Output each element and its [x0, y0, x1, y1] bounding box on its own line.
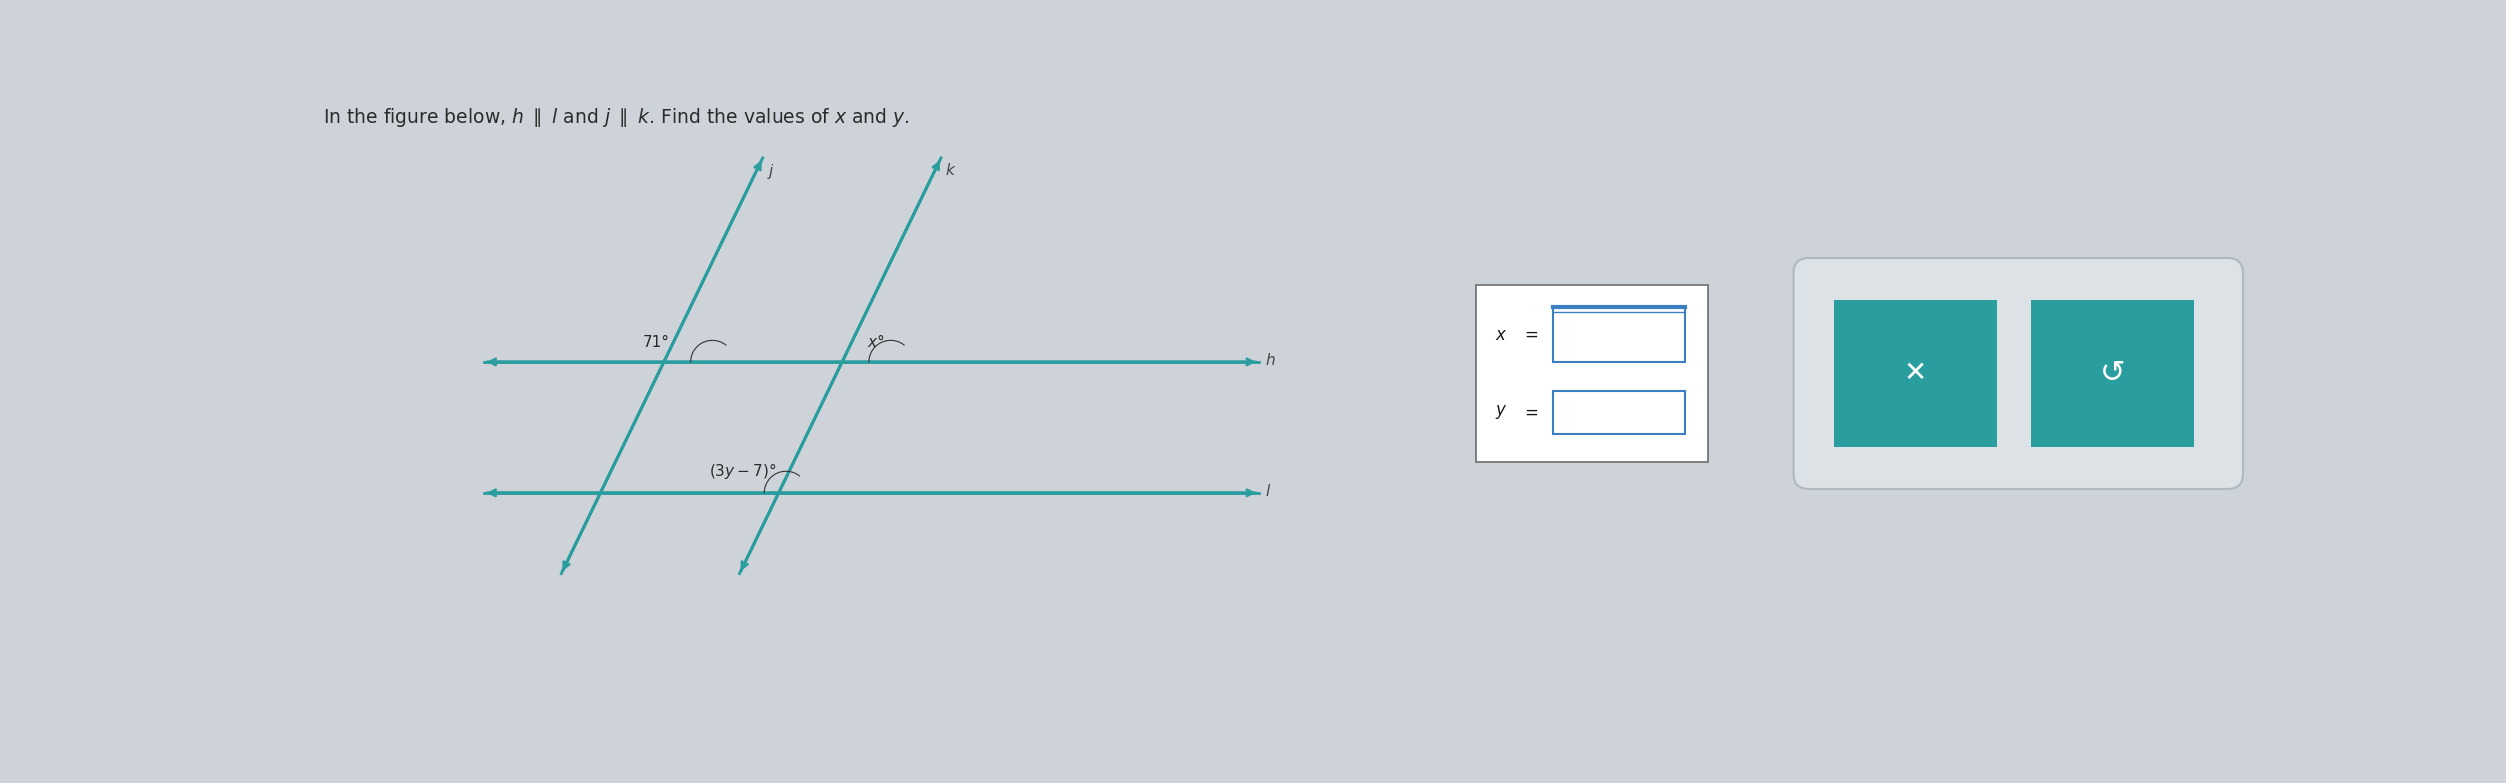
Text: =: = [1524, 403, 1539, 421]
FancyBboxPatch shape [1554, 392, 1684, 434]
Text: ✕: ✕ [1905, 359, 1927, 388]
Text: ↺: ↺ [2100, 359, 2125, 388]
Text: $j$: $j$ [767, 162, 774, 181]
FancyBboxPatch shape [2032, 301, 2195, 446]
Text: $(3y - 7)$°: $(3y - 7)$° [709, 461, 777, 482]
FancyBboxPatch shape [1554, 307, 1684, 363]
Text: In the figure below, $h$ $\parallel$ $l$ and $j$ $\parallel$ $k$. Find the value: In the figure below, $h$ $\parallel$ $l$… [323, 106, 910, 128]
Text: $x$: $x$ [1496, 326, 1509, 344]
FancyBboxPatch shape [1476, 285, 1709, 462]
Text: $y$: $y$ [1496, 403, 1509, 421]
Text: =: = [1524, 326, 1539, 344]
Text: $x$°: $x$° [867, 334, 885, 350]
Text: $h$: $h$ [1266, 352, 1276, 368]
Text: 71°: 71° [642, 335, 669, 350]
FancyBboxPatch shape [1834, 301, 1997, 446]
Text: $k$: $k$ [945, 162, 957, 178]
FancyBboxPatch shape [1794, 258, 2243, 489]
Text: $l$: $l$ [1266, 483, 1271, 500]
